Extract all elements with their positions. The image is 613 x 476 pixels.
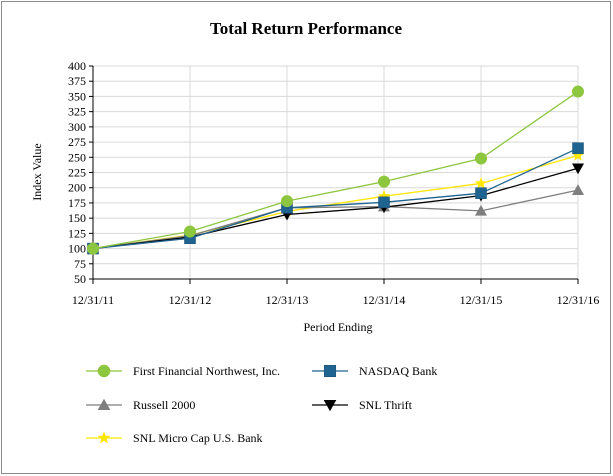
legend-label: SNL Thrift	[359, 398, 413, 412]
y-tick-label: 175	[68, 196, 86, 210]
data-point	[475, 152, 487, 165]
series-line	[92, 167, 579, 250]
data-point	[572, 85, 584, 98]
y-tick-label: 200	[68, 181, 86, 195]
x-tick-label: 12/31/14	[363, 293, 406, 307]
x-tick-label: 12/31/16	[557, 293, 600, 307]
data-point	[378, 196, 390, 209]
series-snl-micro-cap-u-s-bank	[86, 148, 585, 254]
y-tick-label: 350	[68, 89, 86, 103]
series-line	[92, 147, 579, 250]
data-point	[474, 176, 488, 189]
series-first-financial-northwest-inc	[87, 85, 584, 255]
y-tick-label: 300	[68, 120, 86, 134]
legend-item: SNL Thrift	[312, 398, 413, 412]
legend-label: Russell 2000	[133, 398, 195, 412]
data-point	[572, 184, 584, 195]
series-russell-2000	[87, 184, 584, 254]
y-tick-label: 375	[68, 74, 86, 88]
series-line	[92, 91, 579, 250]
data-point	[97, 431, 111, 444]
legend-label: SNL Micro Cap U.S. Bank	[133, 431, 263, 445]
data-point	[97, 398, 111, 411]
chart-title: Total Return Performance	[210, 19, 402, 38]
x-tick-labels: 12/31/11 12/31/12 12/31/13 12/31/14 12/31/15…	[72, 293, 599, 307]
data-point	[87, 242, 99, 255]
data-point	[378, 175, 390, 188]
x-tick-label: 12/31/11	[72, 293, 114, 307]
legend-label: NASDAQ Bank	[359, 364, 437, 378]
data-point	[572, 163, 584, 175]
y-tick-label: 50	[74, 272, 86, 286]
series-line	[92, 189, 579, 250]
legend-item: NASDAQ Bank	[312, 364, 437, 378]
x-tick-label: 12/31/13	[266, 293, 309, 307]
data-point	[323, 399, 337, 412]
y-tick-label: 325	[68, 105, 86, 119]
data-point	[97, 364, 111, 378]
data-point	[571, 148, 585, 161]
x-tick-label: 12/31/12	[169, 293, 212, 307]
y-tick-label: 275	[68, 135, 86, 149]
y-axis-label: Index Value	[30, 143, 44, 200]
series-group	[86, 85, 585, 255]
data-point	[475, 187, 487, 199]
legend-item: Russell 2000	[86, 398, 195, 412]
x-tick-label: 12/31/15	[460, 293, 503, 307]
legend: First Financial Northwest, Inc. NASDAQ Ba…	[86, 364, 437, 445]
y-tick-label: 400	[68, 59, 86, 73]
axes	[89, 65, 579, 284]
y-tick-label: 150	[68, 211, 86, 225]
legend-label: First Financial Northwest, Inc.	[133, 364, 280, 378]
series-line	[92, 154, 579, 250]
x-axis-label: Period Ending	[304, 320, 373, 334]
data-point	[377, 189, 391, 202]
legend-item: SNL Micro Cap U.S. Bank	[86, 431, 263, 445]
data-point	[475, 204, 487, 216]
y-tick-label: 75	[74, 257, 86, 271]
y-tick-label: 100	[68, 242, 86, 256]
y-tick-label: 125	[68, 226, 86, 240]
series-nasdaq-bank	[87, 142, 584, 255]
y-tick-label: 225	[68, 166, 86, 180]
legend-item: First Financial Northwest, Inc.	[86, 364, 280, 378]
data-point	[184, 225, 196, 238]
gridlines	[92, 65, 579, 280]
data-point	[572, 142, 584, 154]
y-tick-label: 250	[68, 150, 86, 164]
data-point	[281, 195, 293, 208]
data-point	[323, 364, 337, 378]
